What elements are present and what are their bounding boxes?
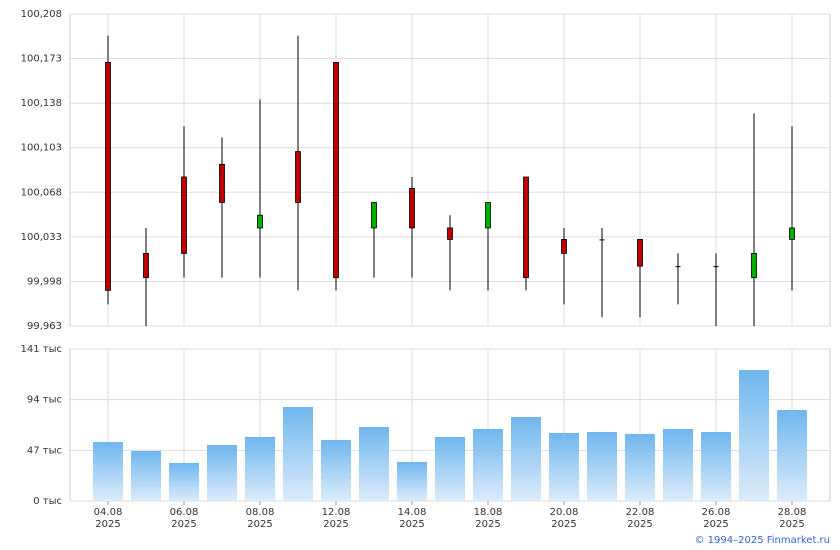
x-tick-label: 08.08 2025: [245, 507, 275, 530]
candle-body: [789, 227, 795, 240]
candle-body: [143, 253, 149, 279]
candle-body: [599, 239, 605, 241]
y-tick-label: 47 тыс: [27, 445, 62, 456]
volume-bar: [359, 427, 389, 501]
volume-bar: [701, 432, 731, 501]
x-tick-label: 28.08 2025: [777, 507, 807, 530]
y-tick-label: 0 тыс: [33, 496, 62, 507]
volume-bar: [473, 428, 503, 501]
x-tick-label: 22.08 2025: [625, 507, 655, 530]
candle-body: [181, 176, 187, 254]
y-tick-label: 100,103: [21, 143, 62, 154]
y-tick-label: 100,208: [21, 9, 62, 20]
volume-bar: [169, 462, 199, 501]
y-tick-label: 99,963: [27, 321, 62, 332]
volume-bar: [739, 370, 769, 501]
candle-body: [219, 163, 225, 203]
volume-bar: [207, 445, 237, 501]
candle-body: [105, 61, 111, 291]
candle-body: [333, 61, 339, 279]
candle-body: [523, 176, 529, 279]
source: © 1994–2025 Finmarket.ru: [694, 535, 830, 546]
volume-bar: [397, 461, 427, 501]
x-tick-label: 12.08 2025: [321, 507, 351, 530]
y-tick-label: 99,998: [27, 276, 62, 287]
volume-bar: [131, 450, 161, 501]
candle-body: [409, 188, 415, 229]
volume-bar: [549, 432, 579, 501]
candle-body: [257, 214, 263, 229]
y-tick-label: 94 тыс: [27, 395, 62, 406]
x-tick-label: 20.08 2025: [549, 507, 579, 530]
x-tick-label: 26.08 2025: [701, 507, 731, 530]
candle-body: [751, 253, 757, 279]
volume-bar: [587, 432, 617, 501]
candle-body: [561, 239, 567, 254]
candle-body: [637, 239, 643, 267]
volume-bar: [663, 428, 693, 501]
y-tick-label: 100,033: [21, 232, 62, 243]
candle-body: [485, 202, 491, 229]
x-tick-label: 14.08 2025: [397, 507, 427, 530]
volume-bar: [321, 439, 351, 501]
candle-body: [713, 266, 719, 268]
y-tick-label: 141 тыс: [21, 344, 62, 355]
volume-bar: [625, 433, 655, 501]
x-tick-label: 18.08 2025: [473, 507, 503, 530]
y-tick-label: 100,068: [21, 187, 62, 198]
volume-bar: [435, 436, 465, 501]
volume-bar: [283, 406, 313, 501]
volume-bar: [245, 436, 275, 501]
x-tick-label: 04.08 2025: [93, 507, 123, 530]
volume-bar: [777, 410, 807, 501]
volume-bar: [93, 442, 123, 501]
x-tick-label: 06.08 2025: [169, 507, 199, 530]
y-tick-label: 100,173: [21, 54, 62, 65]
y-tick-label: 100,138: [21, 98, 62, 109]
candle-body: [371, 202, 377, 229]
candle-body: [295, 151, 301, 203]
candle-body: [447, 227, 453, 240]
volume-bar: [511, 417, 541, 501]
candle-body: [675, 266, 681, 268]
